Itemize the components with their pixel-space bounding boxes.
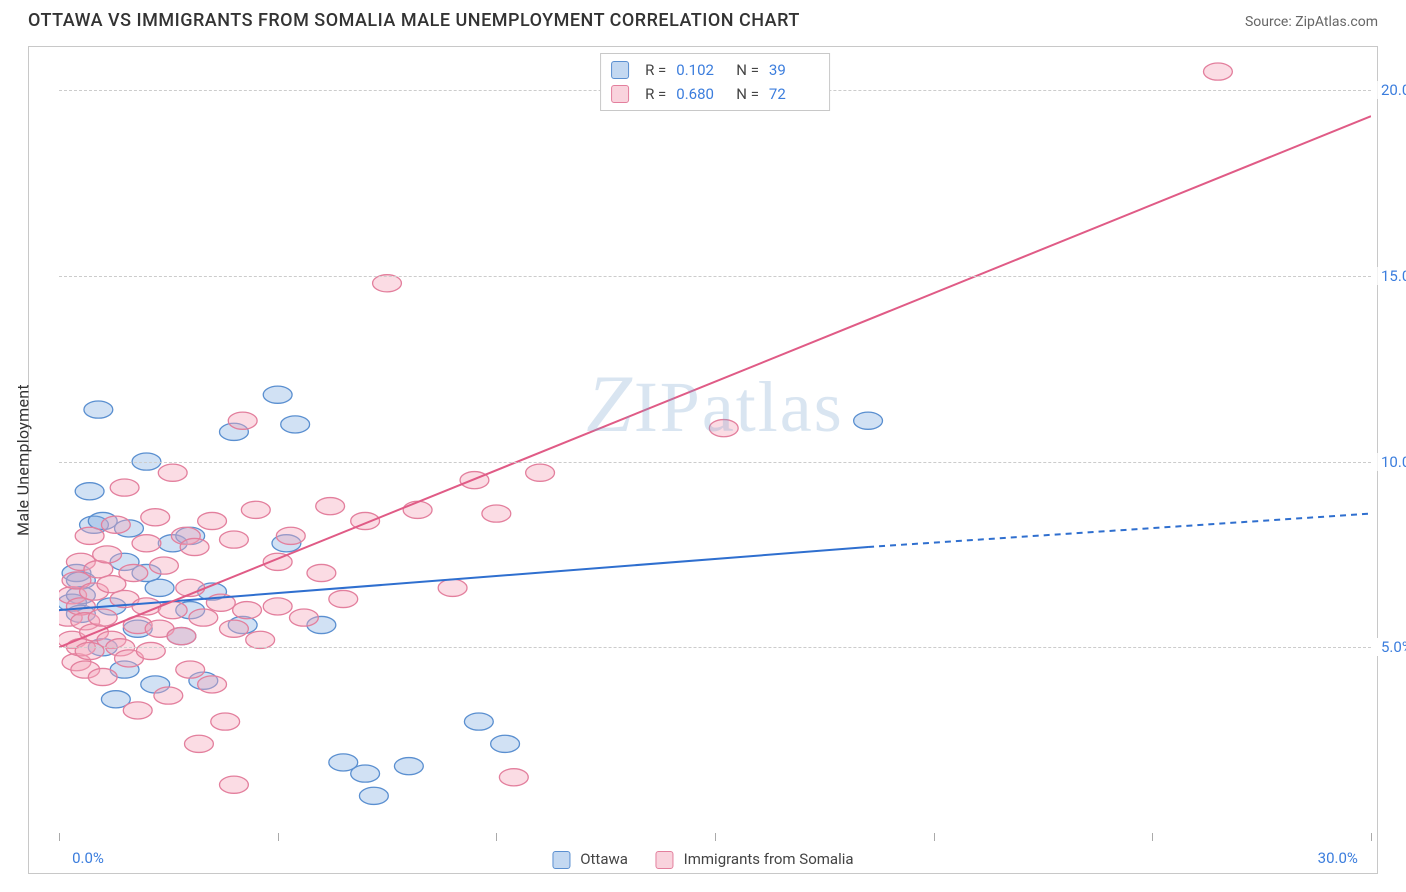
data-point (1204, 63, 1233, 80)
data-point (854, 412, 883, 429)
n-value-ottawa: 39 (769, 58, 819, 82)
data-point (373, 275, 402, 292)
data-point (176, 661, 205, 678)
swatch-ottawa-icon (552, 851, 570, 869)
data-point (241, 501, 270, 518)
correlation-legend: R =0.102 N =39 R =0.680 N =72 (600, 53, 830, 111)
legend-label-ottawa: Ottawa (580, 850, 628, 868)
trend-line-extrapolated (868, 514, 1371, 547)
data-point (136, 642, 165, 659)
data-point (88, 609, 117, 626)
data-point (88, 668, 117, 685)
data-point (84, 401, 113, 418)
x-tick-label: 0.0% (72, 849, 104, 867)
data-point (198, 676, 227, 693)
data-point (281, 416, 310, 433)
swatch-somalia (611, 85, 629, 103)
data-point (246, 631, 275, 648)
legend-label-somalia: Immigrants from Somalia (684, 850, 854, 868)
data-point (167, 628, 196, 645)
legend-item-ottawa: Ottawa (552, 850, 627, 869)
data-point (228, 412, 257, 429)
chart-title: OTTAWA VS IMMIGRANTS FROM SOMALIA MALE U… (28, 10, 800, 31)
data-point (394, 758, 423, 775)
data-point (526, 464, 555, 481)
data-point (307, 564, 336, 581)
data-point (316, 498, 345, 515)
data-point (198, 512, 227, 529)
data-point (119, 564, 148, 581)
data-point (211, 713, 240, 730)
trend-line (59, 547, 868, 610)
data-point (101, 516, 130, 533)
plot-area: ZIPatlas 5.0%10.0%15.0%20.0% R =0.102 N … (59, 53, 1371, 833)
data-point (180, 538, 209, 555)
r-value-somalia: 0.680 (676, 82, 726, 106)
x-tick-label: 30.0% (1318, 849, 1358, 867)
swatch-somalia-icon (656, 851, 674, 869)
data-point (351, 765, 380, 782)
data-point (158, 602, 187, 619)
data-point (482, 505, 511, 522)
data-point (150, 557, 179, 574)
data-point (263, 598, 292, 615)
series-legend: Ottawa Immigrants from Somalia (552, 850, 853, 869)
data-point (220, 776, 249, 793)
swatch-ottawa (611, 61, 629, 79)
data-point (220, 531, 249, 548)
data-point (403, 501, 432, 518)
data-point (276, 527, 305, 544)
data-point (141, 509, 170, 526)
data-point (189, 609, 218, 626)
chart-container: Male Unemployment ZIPatlas 5.0%10.0%15.0… (28, 46, 1378, 874)
data-point (289, 609, 318, 626)
legend-row-somalia: R =0.680 N =72 (611, 82, 819, 106)
source-attribution: Source: ZipAtlas.com (1245, 14, 1378, 30)
data-point (158, 464, 187, 481)
y-tick-label: 20.0% (1377, 81, 1406, 99)
data-point (329, 590, 358, 607)
data-point (75, 527, 104, 544)
data-point (132, 535, 161, 552)
data-point (123, 702, 152, 719)
data-point (185, 735, 214, 752)
y-tick-label: 10.0% (1377, 453, 1406, 471)
data-point (233, 602, 262, 619)
data-point (75, 483, 104, 500)
data-point (93, 546, 122, 563)
data-point (491, 735, 520, 752)
data-point (709, 420, 738, 437)
data-point (499, 769, 528, 786)
y-tick-label: 5.0% (1377, 638, 1406, 656)
data-point (359, 787, 388, 804)
y-axis-label: Male Unemployment (14, 384, 33, 536)
data-point (220, 620, 249, 637)
trend-line (59, 116, 1371, 647)
data-point (263, 386, 292, 403)
y-tick-label: 15.0% (1377, 267, 1406, 285)
data-point (154, 687, 183, 704)
data-point (110, 479, 139, 496)
r-value-ottawa: 0.102 (676, 58, 726, 82)
data-point (438, 579, 467, 596)
n-value-somalia: 72 (769, 82, 819, 106)
data-point (464, 713, 493, 730)
data-point (145, 579, 174, 596)
legend-item-somalia: Immigrants from Somalia (656, 850, 854, 869)
legend-row-ottawa: R =0.102 N =39 (611, 58, 819, 82)
